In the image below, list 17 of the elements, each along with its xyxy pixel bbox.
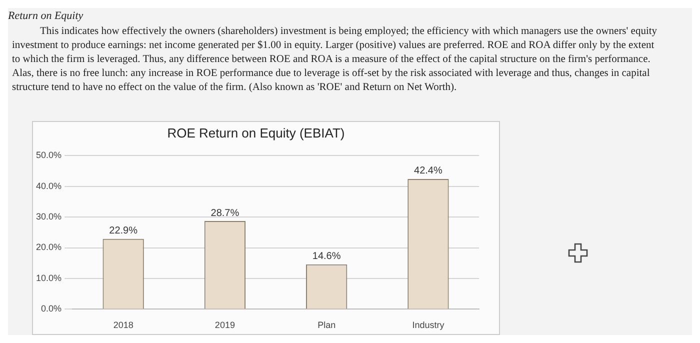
data-label: 22.9% [109, 226, 138, 237]
text: Return on Equity [8, 9, 84, 22]
data-label: 28.7% [210, 208, 240, 219]
data-label: 14.6% [312, 251, 341, 262]
x-tick-label: Industry [412, 320, 445, 330]
x-tick-label: Plan [318, 320, 336, 330]
x-tick-label: 2018 [113, 320, 134, 330]
y-tick-label: 0.0% [41, 304, 62, 314]
x-tick-label: 2019 [214, 320, 235, 330]
data-label: 42.4% [414, 166, 442, 177]
y-tick-label: 30.0% [36, 212, 62, 222]
y-tick-label: 20.0% [36, 242, 62, 252]
chart-title: ROE Return on Equity (EBIAT) [167, 125, 345, 140]
y-tick-label: 40.0% [36, 180, 62, 191]
y-tick-label: 50.0% [36, 150, 62, 160]
text: This indicates how effectively the owners (shareholders) investment is being employed; the efficiency with which managers use the owners' equity investment to produce earnings: net income generated per $1.00 in equity. Larger (positive) values are preferred. ROE and ROA differ only by the extent to which the firm is leveraged. Thus, any difference between ROE and ROA is a measure of the effect of the capital structure on the firm's performance. Alas, there is no free lunch: any increase in ROE performance due to leverage is off-set by the risk associated with leverage and thus, changes in capital structure tend to have no effect on the value of the firm. (Also known as 'ROE' and Return on Net Worth). [12, 25, 658, 95]
y-tick-label: 10.0% [36, 272, 62, 283]
